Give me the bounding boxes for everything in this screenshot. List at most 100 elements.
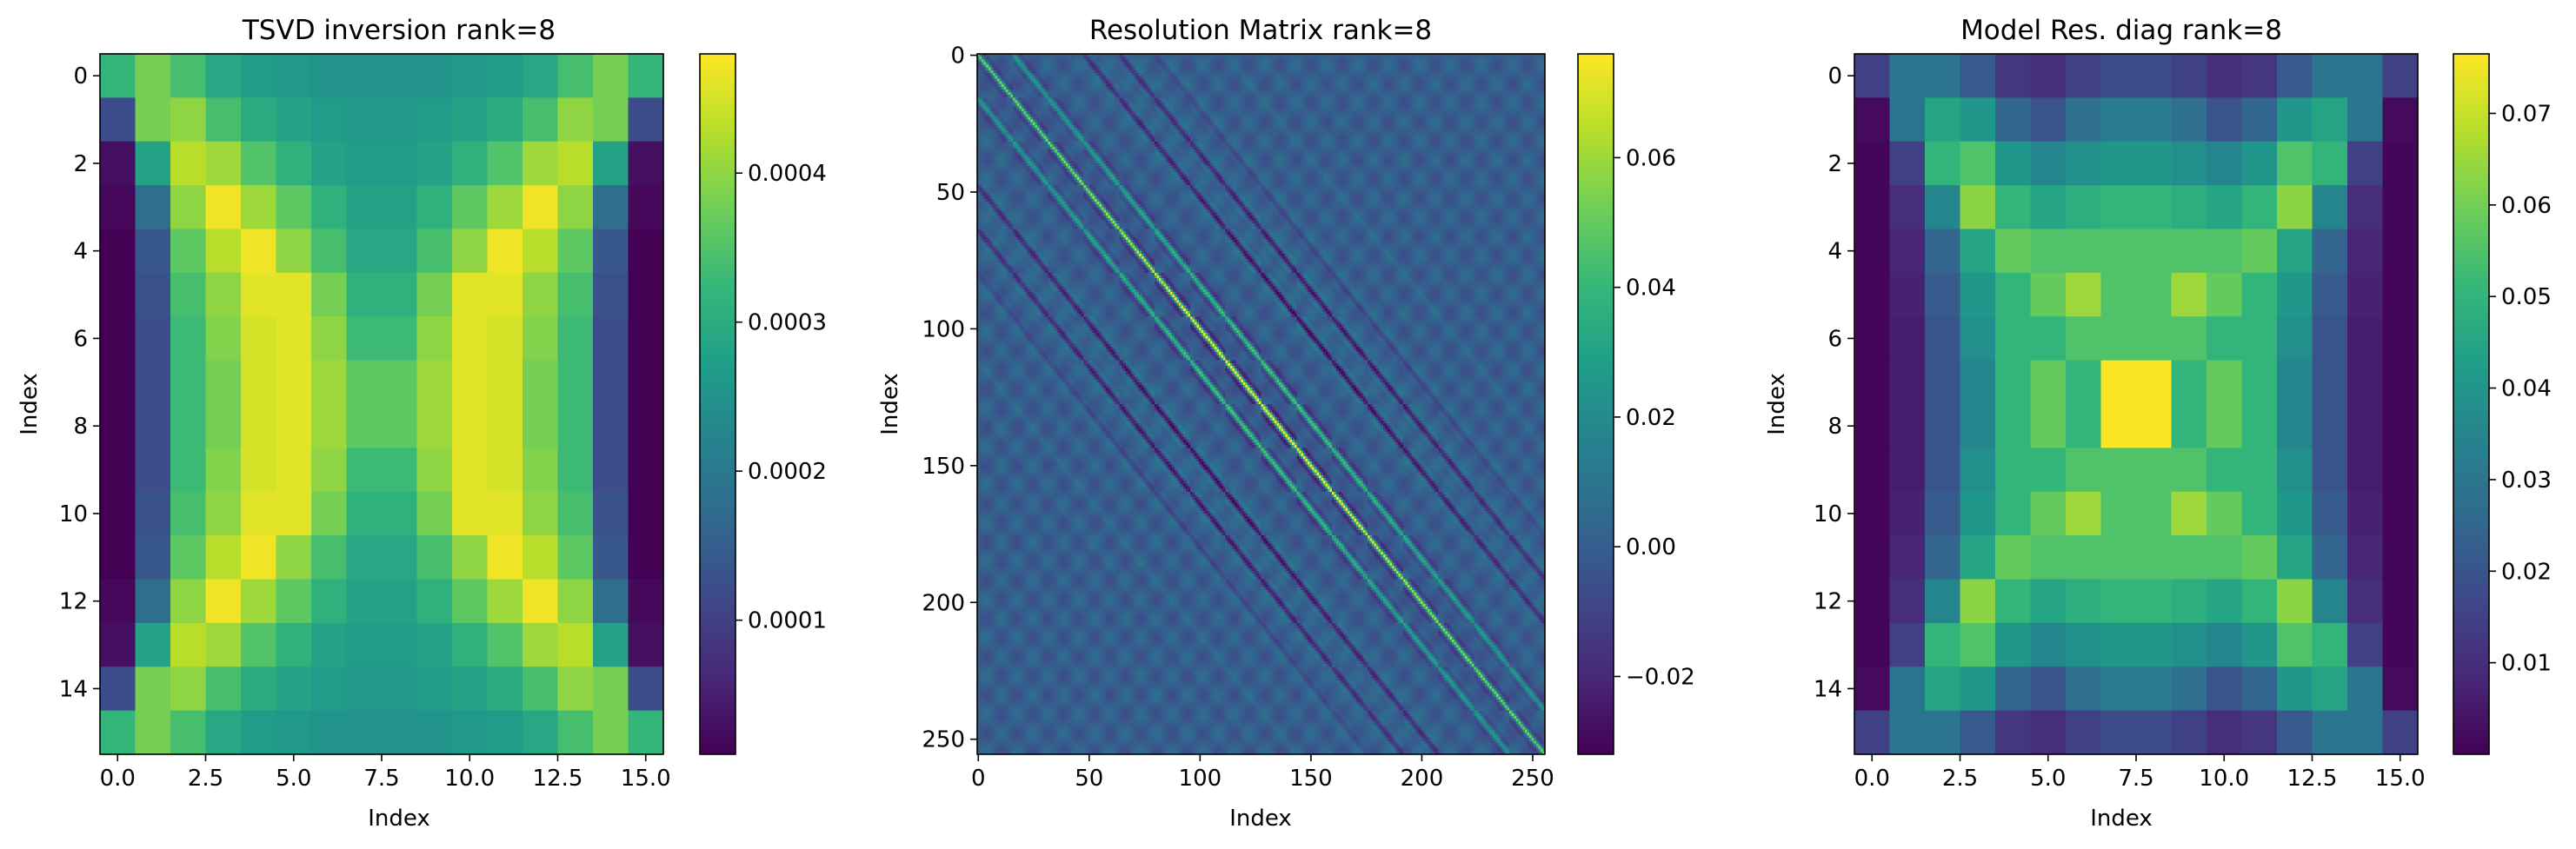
heatmap-cell	[241, 404, 277, 448]
heatmap-cell	[276, 579, 312, 624]
heatmap-cell	[2277, 579, 2313, 624]
heatmap-cell	[100, 229, 136, 274]
heatmap-cell	[2277, 229, 2313, 274]
heatmap-cell	[2171, 141, 2207, 186]
heatmap-cell	[452, 491, 489, 536]
heatmap-cell	[1995, 185, 2032, 230]
heatmap-cell	[135, 97, 171, 143]
heatmap-cell	[100, 622, 136, 667]
heatmap-cell	[135, 448, 171, 493]
heatmap-cell	[1960, 535, 1996, 580]
x-tick-label: 5.0	[276, 766, 311, 792]
heatmap-cell	[2030, 710, 2067, 755]
heatmap-cell	[2241, 667, 2278, 712]
heatmap-cell	[1925, 535, 1961, 580]
heatmap-cell	[2066, 491, 2102, 536]
heatmap-cell	[557, 404, 594, 448]
heatmap-cell	[487, 141, 523, 186]
heatmap-cell	[2312, 404, 2348, 448]
heatmap-cell	[100, 710, 136, 755]
heatmap-cell	[2312, 360, 2348, 405]
heatmap-cell	[2241, 448, 2278, 493]
heatmap-cell	[2241, 360, 2278, 405]
heatmap-cell	[2241, 491, 2278, 536]
heatmap-cell	[205, 404, 242, 448]
heatmap-cell	[628, 54, 664, 98]
heatmap-cell	[205, 316, 242, 361]
chart-title: Model Res. diag rank=8	[1960, 15, 2282, 46]
heatmap-cell	[2136, 622, 2173, 667]
heatmap-cell	[2347, 667, 2384, 712]
heatmap-cell	[1854, 491, 1891, 536]
heatmap-cell	[2100, 448, 2137, 493]
heatmap-cell	[2382, 448, 2419, 493]
heatmap-cell	[382, 579, 418, 624]
heatmap-cell	[1925, 667, 1961, 712]
heatmap-cell	[2347, 316, 2384, 361]
heatmap-cell	[523, 491, 559, 536]
heatmap-cell	[2241, 579, 2278, 624]
heatmap-cell	[1854, 448, 1891, 493]
heatmap-cell	[2030, 316, 2067, 361]
colorbar-tick-label: 0.06	[1626, 145, 1676, 171]
heatmap-cell	[1854, 710, 1891, 755]
heatmap-cell	[2312, 535, 2348, 580]
heatmap-cell	[416, 54, 453, 98]
heatmap-cell	[593, 360, 629, 405]
heatmap-cell	[557, 97, 594, 143]
heatmap-cell	[2382, 272, 2419, 317]
heatmap-cell	[2171, 579, 2207, 624]
heatmap-cell	[2241, 229, 2278, 274]
heatmap-cells	[1854, 54, 2419, 755]
heatmap-cell	[2277, 185, 2313, 230]
heatmap-cell	[1995, 667, 2032, 712]
heatmap-cell	[382, 491, 418, 536]
heatmap-cell	[557, 141, 594, 186]
heatmap-cell	[2347, 360, 2384, 405]
heatmap-cell	[2382, 710, 2419, 755]
heatmap-cell	[135, 229, 171, 274]
heatmap-cell	[1854, 316, 1891, 361]
heatmap-cell	[2382, 97, 2419, 143]
heatmap-cell	[557, 667, 594, 712]
heatmap-cell	[241, 316, 277, 361]
colorbar	[1577, 53, 1614, 755]
colorbar-tick-label: 0.0003	[748, 310, 827, 336]
heatmap-cell	[2171, 710, 2207, 755]
heatmap-cell	[241, 448, 277, 493]
y-tick-label: 10	[1814, 501, 1842, 527]
heatmap-cell	[2030, 579, 2067, 624]
y-tick-label: 50	[936, 180, 965, 206]
heatmap-cell	[2347, 710, 2384, 755]
heatmap-cell	[346, 316, 383, 361]
heatmap-cell	[2066, 404, 2102, 448]
heatmap-cell	[487, 667, 523, 712]
heatmap-cell	[170, 316, 207, 361]
heatmap-cell	[2277, 97, 2313, 143]
y-tick-label: 250	[922, 727, 965, 753]
heatmap-cell	[2066, 316, 2102, 361]
heatmap-cell	[487, 316, 523, 361]
heatmap-cell	[523, 272, 559, 317]
heatmap-cell	[346, 710, 383, 755]
heatmap-cell	[311, 54, 348, 98]
heatmap-cell	[2136, 360, 2173, 405]
heatmap-cell	[170, 710, 207, 755]
heatmap-cell	[276, 667, 312, 712]
heatmap-cell	[241, 185, 277, 230]
heatmap-cell	[1995, 710, 2032, 755]
heatmap-cell	[1995, 316, 2032, 361]
heatmap-cell	[1889, 229, 1926, 274]
heatmap-cell	[1925, 491, 1961, 536]
heatmap-cell	[1960, 360, 1996, 405]
heatmap-cell	[346, 579, 383, 624]
heatmap-cell	[2030, 622, 2067, 667]
y-tick-label: 0	[73, 63, 88, 90]
heatmap-cell	[170, 448, 207, 493]
x-tick-label: 15.0	[621, 766, 671, 792]
heatmap-cell	[1854, 185, 1891, 230]
heatmap-cell	[311, 229, 348, 274]
heatmap-cell	[628, 316, 664, 361]
heatmap-cell	[1854, 404, 1891, 448]
heatmap-cell	[557, 448, 594, 493]
